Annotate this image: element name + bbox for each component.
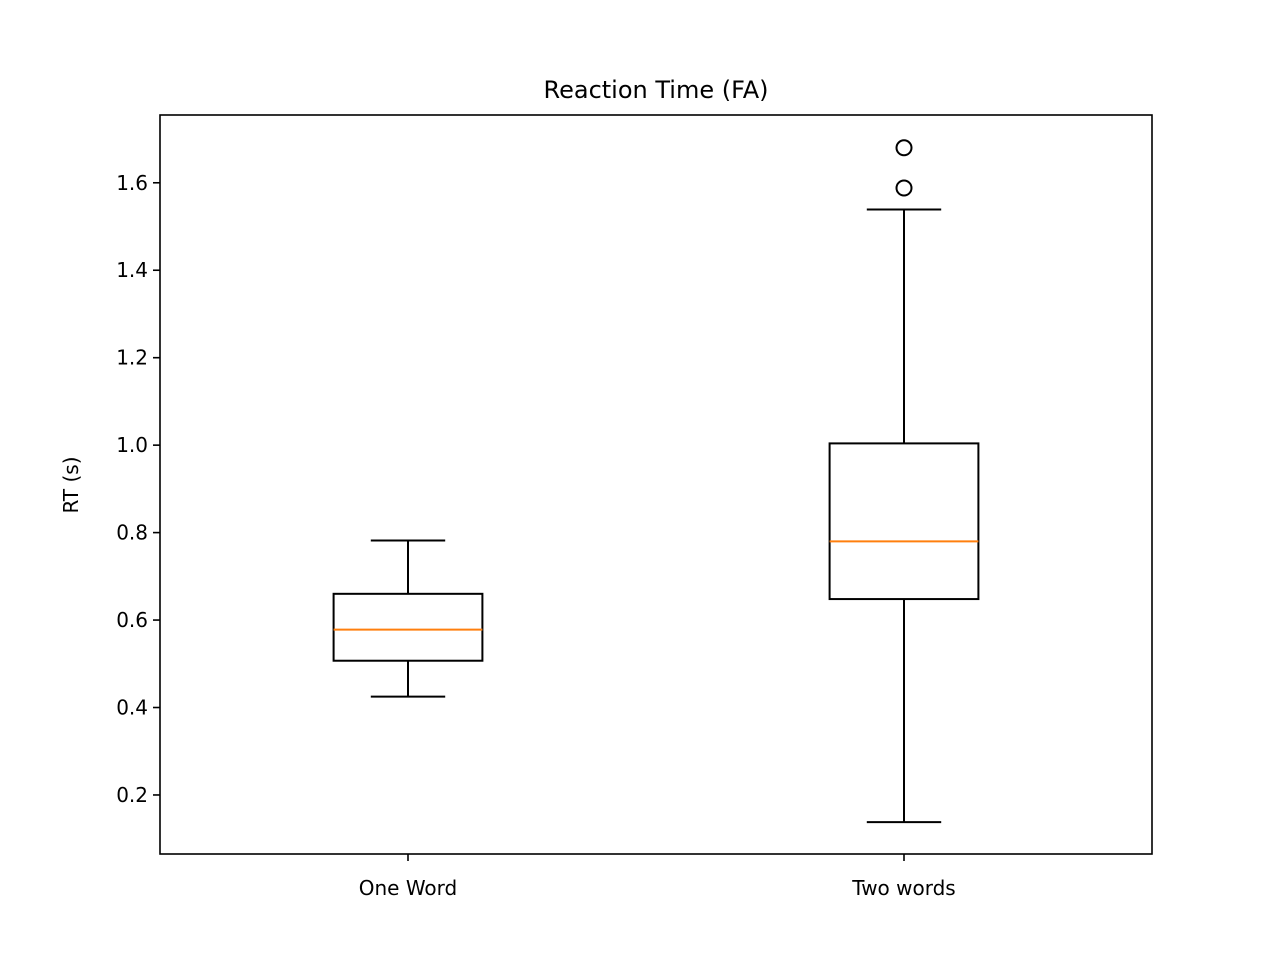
y-tick-label: 0.8 [116, 521, 148, 545]
y-tick-label: 0.6 [116, 608, 148, 632]
box-iqr [332, 592, 484, 662]
box-iqr [828, 442, 980, 601]
chart-title: Reaction Time (FA) [544, 76, 769, 104]
y-tick-label: 1.4 [116, 258, 148, 282]
y-tick-label: 1.0 [116, 433, 148, 457]
y-tick-label: 1.6 [116, 171, 148, 195]
y-axis-label: RT (s) [59, 456, 83, 513]
y-tick-label: 1.2 [116, 346, 148, 370]
plot-frame [159, 114, 1153, 855]
x-tick-label: Two words [851, 876, 955, 900]
plot-marks: 0.2 0.4 0.6 0.8 1.0 1.2 1.4 1.6 One Word Two word… [116, 139, 980, 900]
outlier-point [895, 179, 913, 197]
y-tick-label: 0.4 [116, 696, 148, 720]
outlier-point [895, 139, 913, 157]
x-tick-label: One Word [359, 876, 458, 900]
y-tick-label: 0.2 [116, 783, 148, 807]
